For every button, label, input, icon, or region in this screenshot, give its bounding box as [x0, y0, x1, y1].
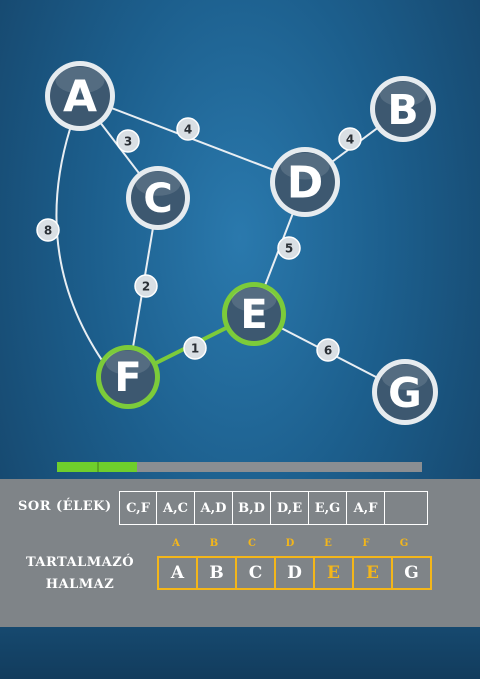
- edge-weight-A-F: 8: [36, 218, 60, 242]
- halmaz-header: A: [172, 538, 180, 549]
- halmaz-cell: D: [276, 558, 315, 588]
- edge-weight-C-F: 2: [134, 274, 158, 298]
- sor-queue: C,F A,C A,D B,D D,E E,G A,F: [119, 491, 428, 525]
- nodes: A B C D E F G: [45, 61, 438, 425]
- edge-weight-D-E: 5: [277, 236, 301, 260]
- sor-cell: B,D: [233, 492, 271, 524]
- edge-weight-D-B: 4: [338, 127, 362, 151]
- halmaz-cell: C: [237, 558, 276, 588]
- sor-cell: A,C: [157, 492, 195, 524]
- svg-text:6: 6: [324, 344, 332, 358]
- edge-weight-A-C: 3: [116, 129, 140, 153]
- halmaz-cell: E: [354, 558, 393, 588]
- halmaz-cell: B: [198, 558, 237, 588]
- edge-weight-F-E: 1: [183, 336, 207, 360]
- edge-weight-E-G: 6: [316, 338, 340, 362]
- node-E: E: [222, 282, 286, 346]
- sor-cell-empty: [385, 492, 427, 524]
- footer-band: [0, 627, 480, 679]
- sor-cell: C,F: [120, 492, 157, 524]
- svg-text:4: 4: [184, 123, 192, 137]
- svg-text:3: 3: [124, 135, 132, 149]
- halmaz-header: E: [324, 538, 332, 549]
- node-B: B: [370, 76, 436, 142]
- progress-bar: [57, 462, 422, 472]
- progress-segment-divider: [97, 462, 99, 472]
- halmaz-header: C: [248, 538, 256, 549]
- svg-text:5: 5: [285, 242, 293, 256]
- node-F: F: [96, 345, 160, 409]
- node-D: D: [270, 147, 340, 217]
- halmaz-headers: A B C D E F G: [157, 538, 423, 549]
- node-A: A: [45, 61, 115, 131]
- sor-cell: A,D: [195, 492, 233, 524]
- halmaz-header: G: [399, 538, 409, 549]
- halmaz-header: D: [285, 538, 295, 549]
- svg-text:8: 8: [44, 224, 52, 238]
- node-D-label: D: [287, 158, 324, 209]
- halmaz-header: B: [209, 538, 219, 549]
- edge-weight-A-D: 4: [176, 117, 200, 141]
- graph-diagram: 3 4 8 4 2 5 1 6 A B C D E F G: [36, 61, 438, 425]
- edge-weights: 3 4 8 4 2 5 1 6: [36, 117, 362, 362]
- halmaz-header: F: [362, 538, 370, 549]
- halmaz-cell: E: [315, 558, 354, 588]
- edge-A-F: [55, 128, 109, 370]
- node-B-label: B: [387, 86, 418, 134]
- svg-text:2: 2: [142, 280, 150, 294]
- halmaz-label-line2: HALMAZ: [45, 577, 115, 592]
- sor-cell: A,F: [347, 492, 385, 524]
- node-G-label: G: [388, 369, 422, 417]
- halmaz-cell: A: [159, 558, 198, 588]
- node-C: C: [126, 166, 190, 230]
- halmaz-cell: G: [404, 563, 419, 583]
- svg-text:4: 4: [346, 133, 354, 147]
- sor-label: SOR (ÉLEK): [18, 499, 112, 514]
- node-G: G: [372, 359, 438, 425]
- sor-cell: E,G: [309, 492, 347, 524]
- node-A-label: A: [63, 72, 97, 123]
- svg-text:1: 1: [191, 342, 199, 356]
- halmaz-label-line1: TARTALMAZÓ: [25, 555, 135, 570]
- halmaz-label: TARTALMAZÓ HALMAZ: [20, 552, 140, 596]
- node-E-label: E: [240, 292, 267, 338]
- node-F-label: F: [114, 355, 141, 401]
- node-C-label: C: [143, 176, 172, 222]
- sor-cell: D,E: [271, 492, 309, 524]
- data-panel: [0, 479, 480, 627]
- halmaz-set: A B C D E E G: [157, 556, 432, 590]
